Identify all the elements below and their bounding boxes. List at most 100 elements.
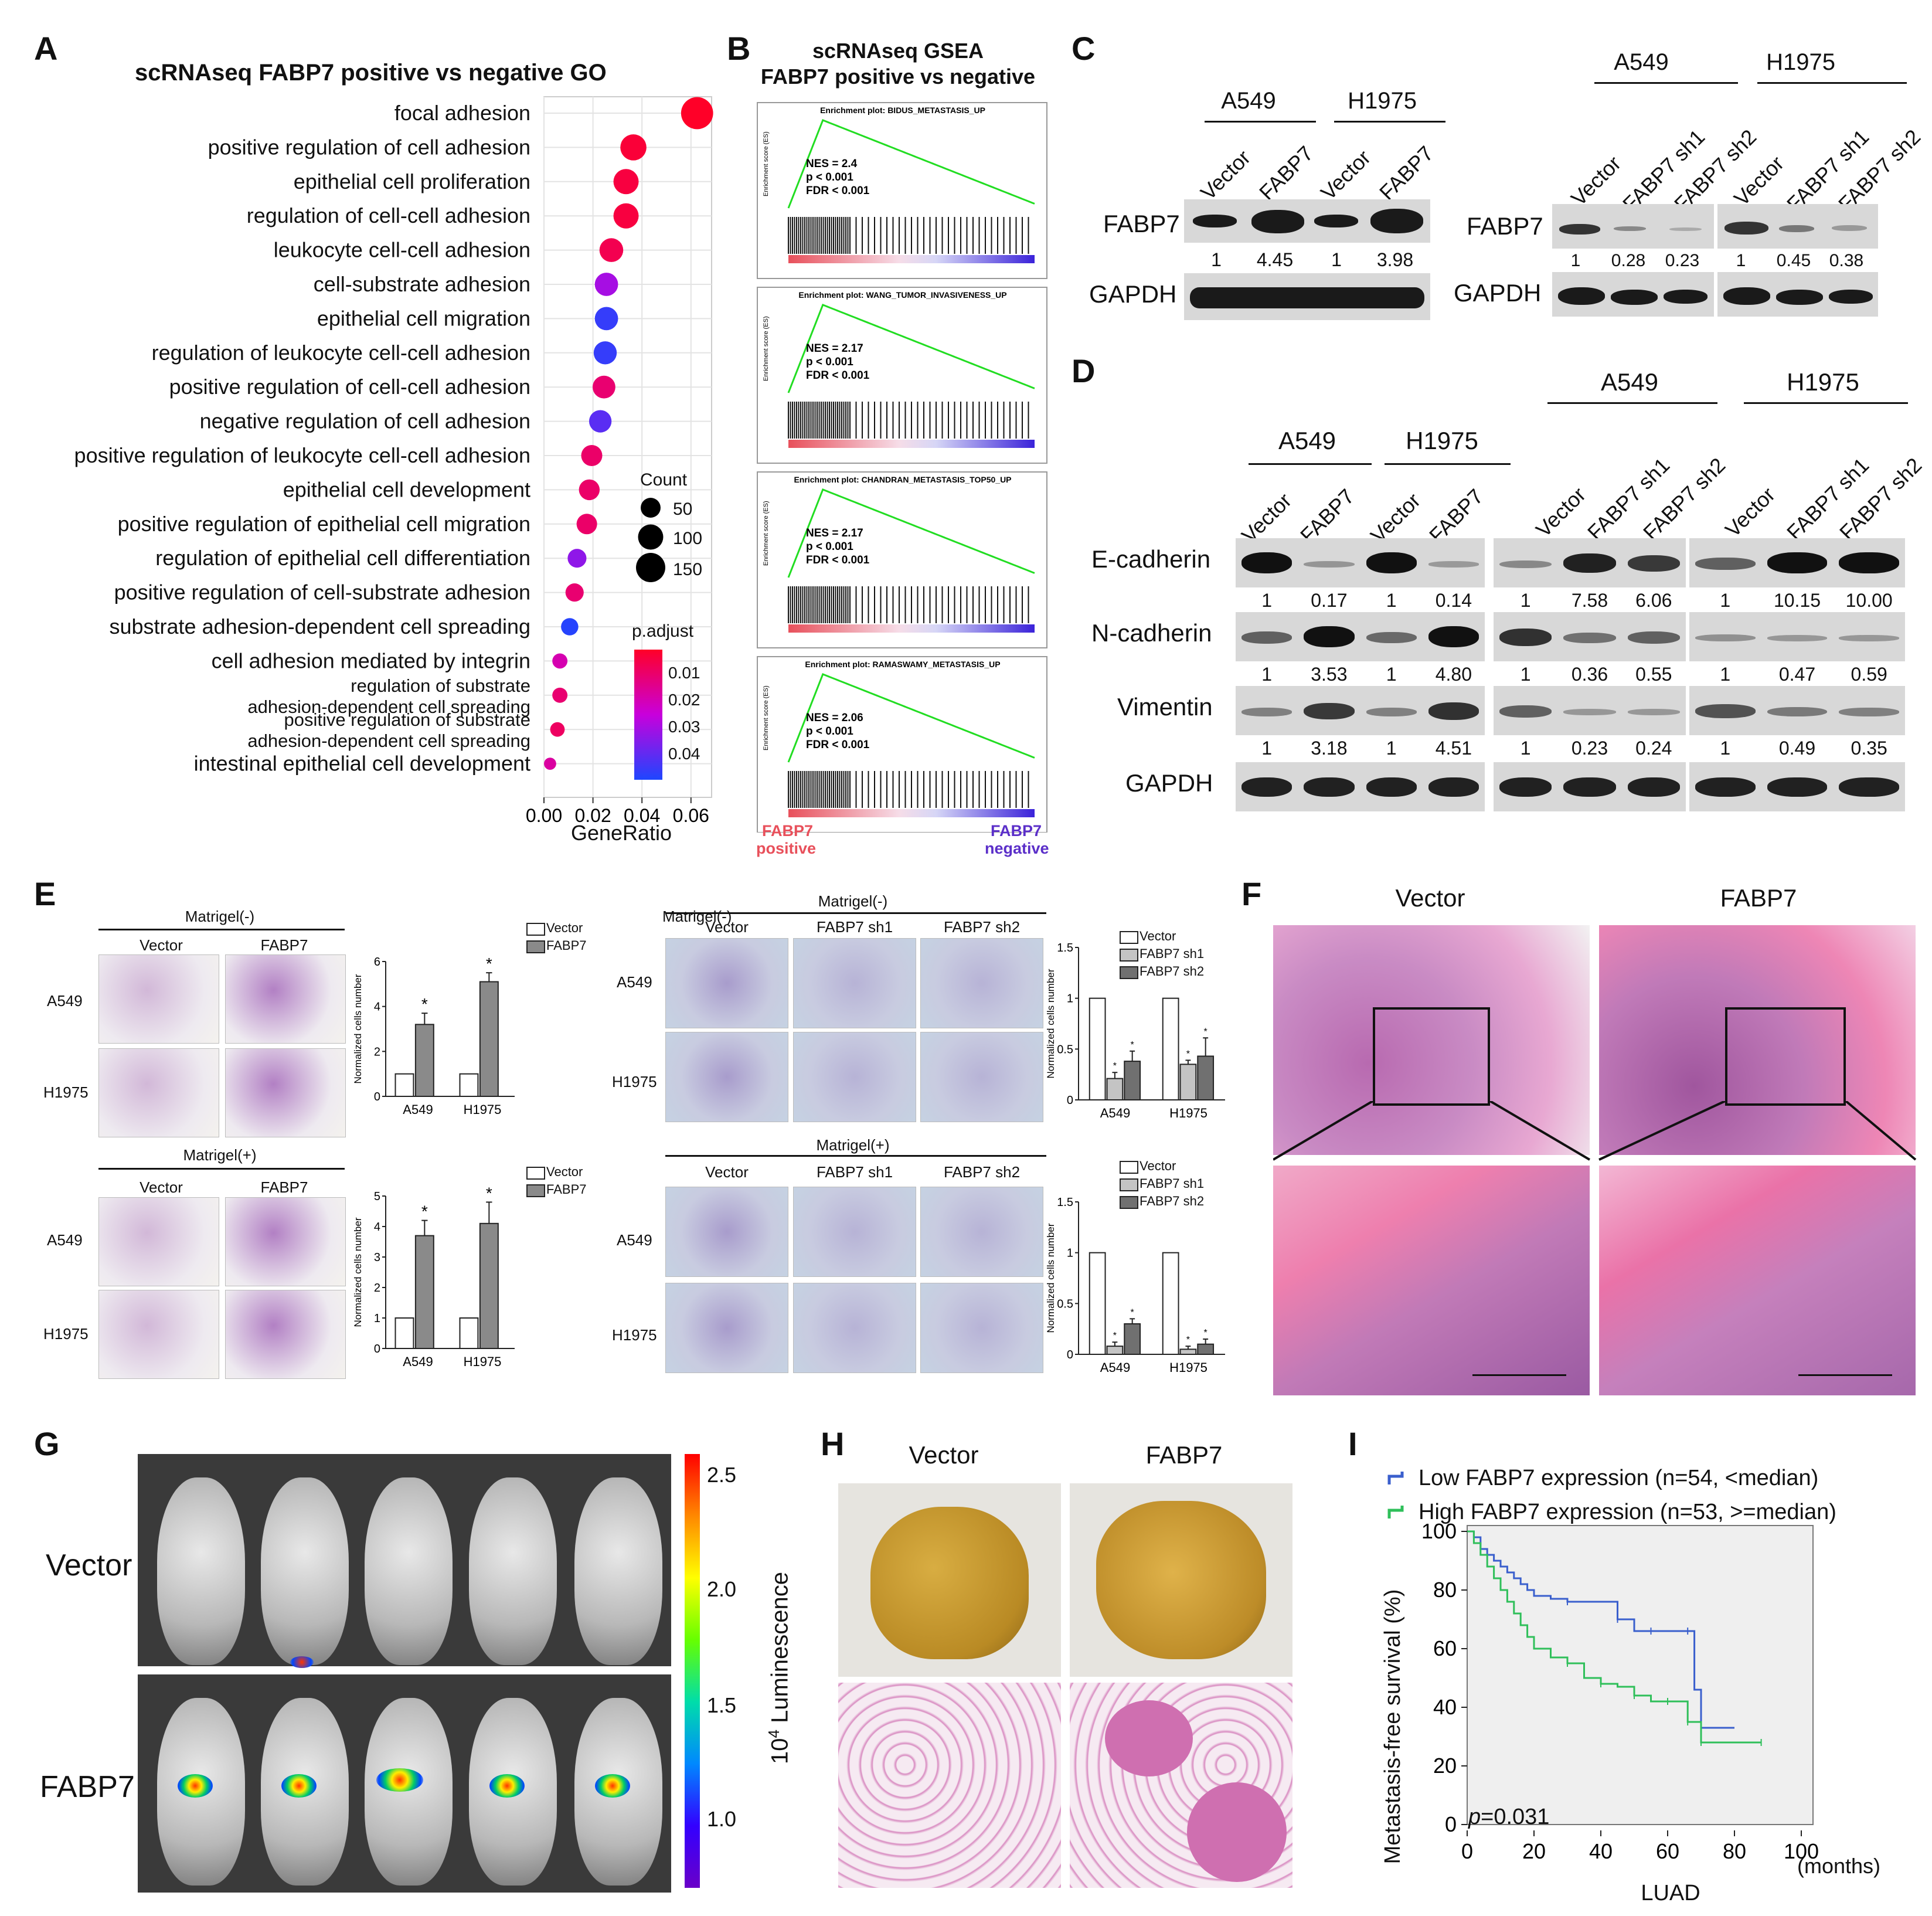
d-value: 0.47 [1778,664,1816,685]
c-lane-r-vector-1: Vector [1566,151,1626,210]
e-col-fabp7: FABP7 [260,936,308,954]
c-val-r1: 1 [1570,251,1581,270]
c-val-r4: 1 [1736,251,1746,270]
d-value: 7.58 [1571,590,1608,611]
significance-star: * [421,1202,428,1221]
d-band [1241,707,1292,716]
km-curve [1467,1530,1734,1729]
e-bar-chart: 0 0.5 1 1.5 * * A549 * * H1975 Normalized cells nu… [1045,942,1225,1120]
g-colorbar [685,1454,700,1888]
e-mid-col-sh2-2: FABP7 sh2 [943,1163,1021,1181]
bar [414,1024,434,1097]
panel-a-title: scRNAseq FABP7 positive vs negative GO [135,60,607,86]
gsea-pos-label-1: FABP7 [762,822,814,840]
gsea-plots: Enrichment plot: BIDUS_METASTASIS_UP NES … [757,102,1047,833]
legend-label: FABP7 sh2 [1140,1194,1205,1208]
x-tick-label: 80 [1723,1839,1746,1863]
significance-star: * [421,995,428,1013]
d-band [1627,777,1680,797]
y-tick-label: 4 [374,1001,380,1014]
category-label: H1975 [464,1354,502,1369]
e-mid-col-vector-2: Vector [705,1163,749,1181]
y-tick-label: 6 [374,956,380,969]
km-xlabel: LUAD [1641,1881,1700,1905]
legend-label: FABP7 [546,1182,587,1197]
c-lane-vector-2: Vector [1316,145,1376,205]
y-tick-label: 4 [374,1221,380,1234]
g-mouse [261,1477,349,1668]
go-dot [550,722,565,737]
c-blot-fabp7-r1 [1552,204,1714,249]
c-blot-gapdh-r2 [1717,272,1878,317]
bar [1179,1064,1197,1100]
km-ylabel: Metastasis-free survival (%) [1380,1589,1405,1864]
e-line [98,929,345,930]
f-fabp7-highmag [1599,1166,1916,1395]
panel-label-i: I [1348,1425,1358,1462]
panel-label-b: B [727,30,751,67]
d-blot [1494,686,1686,735]
gsea-neg-label-2: negative [985,840,1049,857]
gsea-nes: NES = 2.4 [806,158,858,170]
legend-swatch [526,940,545,953]
d-value: 0.59 [1851,664,1887,685]
d-value: 0.35 [1851,738,1887,759]
y-axis-label: Normalized cells number [352,974,363,1083]
category-label: H1975 [464,1102,502,1117]
c-val-l3: 1 [1331,249,1342,270]
y-tick-label: 100 [1421,1519,1457,1543]
e-mid-mminus-title: Matrigel(-) [818,892,888,910]
x-tick-label: 100 [1784,1839,1819,1863]
d-row-label: Vimentin [1117,693,1213,721]
x-tick-label: 0.04 [624,805,660,826]
padj-tick-003: 0.03 [668,718,700,736]
go-term-label: cell-substrate adhesion [314,272,530,296]
go-term-label: regulation of cell-cell adhesion [247,203,530,227]
d-value: 3.18 [1311,738,1348,759]
c-row-fabp7: FABP7 [1103,210,1180,237]
e-mid-col-sh2: FABP7 sh2 [943,918,1021,936]
go-dot [592,375,615,399]
bar [479,1222,499,1349]
g-scale-label: 104 Luminescence [765,1572,793,1765]
km-plot: 00 20 20 40 40 60 60 80 80 100 100 [1387,1472,1819,1863]
gsea-ylabel: Enrichment score (ES) [763,131,770,196]
y-tick-label: 0 [1067,1094,1073,1107]
legend-swatch [1120,949,1138,962]
d-value: 0.55 [1635,664,1672,685]
gsea-plot-title: Enrichment plot: BIDUS_METASTASIS_UP [820,106,985,115]
e-micrograph-mid [920,1283,1043,1373]
gsea-plot: Enrichment plot: BIDUS_METASTASIS_UP NES … [757,102,1047,279]
y-tick-label: 1 [1067,1247,1073,1260]
d-band [1499,777,1552,797]
km-curve [1467,1530,1761,1744]
c-val-r3: 0.23 [1665,251,1700,270]
y-tick-label: 0 [374,1343,380,1356]
go-dot [567,549,587,568]
g-mouse [365,1698,453,1886]
gsea-fdr: FDR < 0.001 [806,185,870,197]
padj-tick-001: 0.01 [668,664,700,682]
significance-star: * [1113,1061,1117,1071]
legend-swatch [1120,1178,1138,1191]
g-mouse [157,1477,245,1665]
c-lane-fabp7-2: FABP7 [1375,141,1438,205]
gsea-title-2: FABP7 positive vs negative [760,64,1036,89]
go-term-label: substrate adhesion-dependent cell spread… [109,614,530,638]
c-val-l1: 1 [1211,249,1222,270]
go-dot [613,169,639,195]
gsea-curve [787,673,1035,763]
legend-swatch [526,923,545,936]
c-right-row-gapdh: GAPDH [1454,279,1542,307]
y-tick-label: 2 [374,1045,380,1058]
count-legend-100: 100 [673,529,703,548]
go-term-label: positive regulation of substrate [284,709,530,730]
c-val-r2: 0.28 [1611,251,1646,270]
d-band [1499,705,1552,718]
d-value: 0.49 [1778,738,1816,759]
significance-star: * [486,1184,492,1202]
d-blot [1236,612,1485,661]
go-dot-plot: focal adhesion positive regulation of cel… [74,96,713,826]
go-term-label: negative regulation of cell adhesion [200,409,530,433]
go-dot [561,618,579,636]
